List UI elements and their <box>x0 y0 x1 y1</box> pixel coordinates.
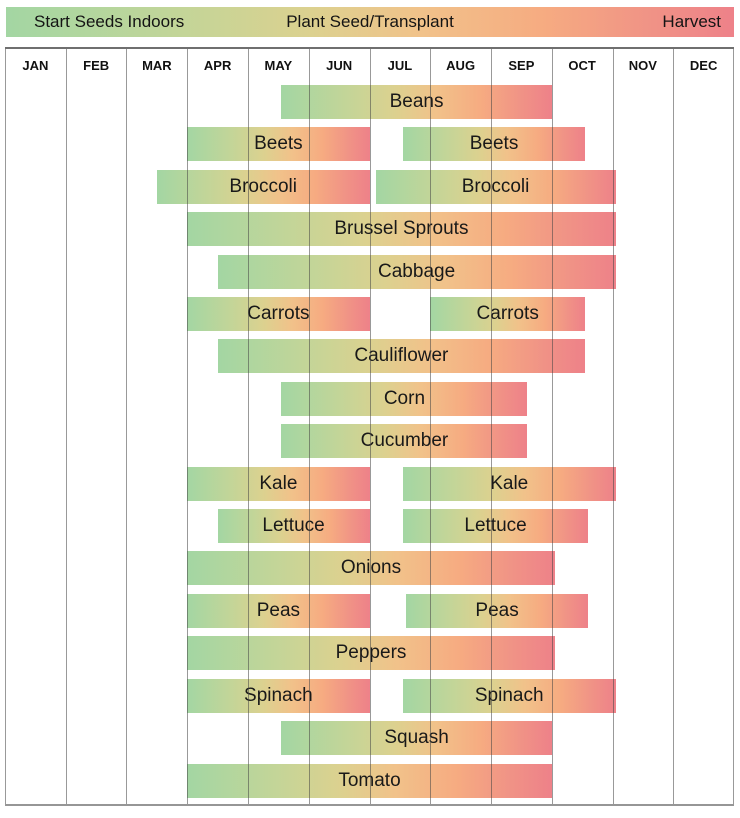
bar-label: Beets <box>254 133 303 155</box>
row-squash: Squash <box>5 719 734 761</box>
row-broccoli: Broccoli Broccoli <box>5 168 734 210</box>
bar-label: Carrots <box>247 303 310 325</box>
bar-label: Broccoli <box>229 175 297 197</box>
bar-spinach-1: Spinach <box>187 678 370 713</box>
bar-label: Onions <box>340 557 402 579</box>
bar-label: Lettuce <box>262 515 325 537</box>
month-header-cell-may: MAY <box>264 58 293 73</box>
bar-label: Cabbage <box>378 260 456 282</box>
bar-label: Corn <box>383 387 426 409</box>
month-header-cell-mar: MAR <box>142 58 172 73</box>
month-gridline-11 <box>673 48 675 805</box>
legend-gradient-bar: Start Seeds Indoors Plant Seed/Transplan… <box>6 7 734 37</box>
bar-corn-1: Corn <box>281 381 528 416</box>
bar-lettuce-2: Lettuce <box>402 509 589 544</box>
legend-label-plant-seed-transplant: Plant Seed/Transplant <box>286 12 454 31</box>
row-cabbage: Cabbage <box>5 253 734 295</box>
legend-label-harvest: Harvest <box>662 12 721 31</box>
month-header-cell-feb: FEB <box>83 58 110 73</box>
month-gridline-3 <box>187 48 189 805</box>
month-gridline-6 <box>369 48 371 805</box>
bar-brussel-sprouts-1: Brussel Sprouts <box>187 212 616 247</box>
month-gridline-5 <box>308 48 310 805</box>
month-gridline-2 <box>126 48 128 805</box>
bar-label: Kale <box>259 472 298 494</box>
bar-lettuce-1: Lettuce <box>217 509 370 544</box>
bar-label: Beets <box>469 133 519 155</box>
bar-label: Lettuce <box>464 515 527 537</box>
month-header-cell-dec: DEC <box>689 58 718 73</box>
bar-beans-1: Beans <box>281 85 552 119</box>
row-peas: Peas Peas <box>5 592 734 634</box>
calendar-top-border <box>5 47 734 49</box>
calendar-bottom-border <box>5 804 734 806</box>
calendar-grid: JAN FEB MAR APR MAY JUN JUL AUG SEP OCT NOV DEC Bea… <box>5 47 734 806</box>
month-header-cell-jul: JUL <box>387 58 413 73</box>
month-header-cell-nov: NOV <box>628 58 657 73</box>
bar-kale-2: Kale <box>402 466 616 501</box>
bar-onions-1: Onions <box>187 551 555 586</box>
bar-label: Squash <box>384 727 449 749</box>
month-gridline-8 <box>490 48 492 805</box>
bar-peppers-1: Peppers <box>187 636 555 671</box>
bar-label: Cauliflower <box>354 345 449 367</box>
bar-beets-1: Beets <box>187 127 370 162</box>
bar-label: Peas <box>256 599 301 621</box>
month-header-cell-apr: APR <box>203 58 232 73</box>
grid-left-border <box>5 48 6 805</box>
bar-kale-1: Kale <box>187 466 370 501</box>
month-gridline-10 <box>612 48 614 805</box>
bar-spinach-2: Spinach <box>402 678 616 713</box>
bar-label: Broccoli <box>461 175 530 197</box>
bar-label: Cucumber <box>360 430 449 452</box>
row-beans: Beans <box>5 83 734 125</box>
month-header-cell-aug: AUG <box>446 58 476 73</box>
row-carrots: Carrots Carrots <box>5 295 734 337</box>
bar-label: Peppers <box>335 642 407 664</box>
bar-broccoli-1: Broccoli <box>156 169 370 204</box>
month-gridline-9 <box>551 48 553 805</box>
crop-rows: Beans Beets Beets Broccoli Broccoli Brussel S… <box>5 83 734 804</box>
month-header-cell-jun: JUN <box>326 58 353 73</box>
bar-label: Peas <box>475 599 519 621</box>
bar-cauliflower-1: Cauliflower <box>217 339 586 374</box>
row-lettuce: Lettuce Lettuce <box>5 507 734 549</box>
grid-right-border <box>733 48 734 805</box>
row-spinach: Spinach Spinach <box>5 677 734 719</box>
month-header-cell-sep: SEP <box>508 58 535 73</box>
bar-beets-2: Beets <box>402 127 586 162</box>
bar-label: Beans <box>389 91 444 112</box>
row-cauliflower: Cauliflower <box>5 337 734 379</box>
bar-broccoli-2: Broccoli <box>375 169 616 204</box>
bar-carrots-2: Carrots <box>430 297 586 332</box>
bar-label: Brussel Sprouts <box>334 218 469 240</box>
bar-cucumber-1: Cucumber <box>281 424 528 459</box>
bar-peas-2: Peas <box>405 593 589 628</box>
month-header-cell-oct: OCT <box>568 58 596 73</box>
bar-label: Carrots <box>476 303 539 325</box>
row-kale: Kale Kale <box>5 465 734 507</box>
bar-cabbage-1: Cabbage <box>217 254 616 289</box>
bar-label: Spinach <box>244 684 313 706</box>
row-beets: Beets Beets <box>5 125 734 167</box>
bar-peas-1: Peas <box>187 593 370 628</box>
month-header-row: JAN FEB MAR APR MAY JUN JUL AUG SEP OCT NOV DEC <box>5 49 734 83</box>
month-header-cell-jan: JAN <box>22 58 49 73</box>
row-corn: Corn <box>5 380 734 422</box>
month-gridline-7 <box>430 48 432 805</box>
legend-label-start-seeds-indoors: Start Seeds Indoors <box>34 12 185 31</box>
bar-squash-1: Squash <box>281 721 552 756</box>
row-brussel-sprouts: Brussel Sprouts <box>5 210 734 252</box>
bar-carrots-1: Carrots <box>187 297 370 332</box>
month-gridline-4 <box>247 48 249 805</box>
bar-label: Kale <box>490 472 529 494</box>
month-gridline-1 <box>65 48 67 805</box>
row-cucumber: Cucumber <box>5 422 734 464</box>
bar-label: Spinach <box>474 684 544 706</box>
